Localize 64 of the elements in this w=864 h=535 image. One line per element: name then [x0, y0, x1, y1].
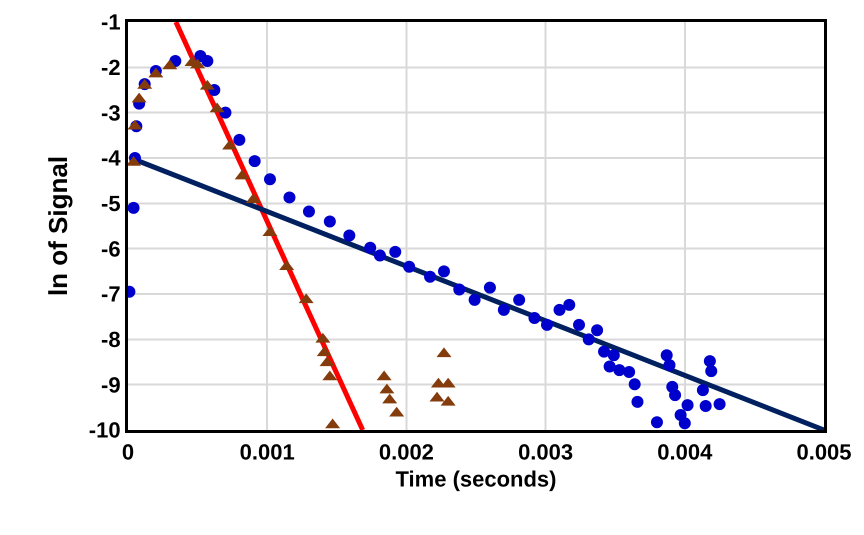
- point: [663, 359, 676, 372]
- point: [498, 304, 510, 316]
- point: [248, 155, 261, 168]
- x-tick-label: 0.003: [518, 439, 574, 464]
- point: [563, 298, 576, 311]
- y-tick-label: -5: [101, 191, 121, 216]
- point: [554, 304, 566, 316]
- point: [468, 294, 481, 306]
- point: [696, 384, 709, 396]
- point: [628, 378, 641, 390]
- point: [528, 312, 540, 324]
- point: [573, 318, 586, 331]
- point: [389, 246, 402, 258]
- y-tick-label: -9: [101, 372, 121, 398]
- point: [302, 205, 315, 218]
- point: [128, 202, 140, 214]
- point: [453, 283, 466, 296]
- point: [704, 355, 716, 368]
- x-tick-label: 0: [122, 439, 134, 464]
- point: [700, 400, 712, 412]
- y-tick-label: -1: [101, 10, 121, 35]
- point: [623, 366, 636, 378]
- point: [591, 324, 604, 336]
- point: [374, 249, 386, 262]
- point: [705, 365, 718, 378]
- point: [682, 399, 694, 412]
- point: [540, 318, 553, 331]
- point: [598, 346, 610, 358]
- x-tick-label: 0.005: [796, 439, 852, 464]
- x-axis-title: Time (seconds): [396, 466, 556, 492]
- point: [582, 333, 595, 346]
- point: [484, 282, 496, 294]
- y-axis-title: ln of Signal: [43, 156, 74, 296]
- point: [669, 389, 682, 402]
- y-tick-label: -8: [101, 327, 121, 352]
- x-tick-label: 0.001: [240, 439, 295, 464]
- point: [364, 242, 376, 254]
- point: [604, 360, 616, 373]
- point: [660, 349, 673, 362]
- x-tick-label: 0.004: [657, 439, 714, 464]
- point: [438, 265, 450, 278]
- point: [233, 134, 246, 146]
- y-tick-label: -7: [101, 282, 121, 307]
- y-tick-label: -4: [101, 146, 122, 171]
- point: [424, 270, 436, 283]
- y-tick-label: -10: [88, 418, 121, 443]
- x-tick-label: 0.002: [378, 439, 434, 464]
- point: [201, 54, 214, 67]
- point: [264, 173, 276, 186]
- point: [714, 398, 726, 410]
- point: [403, 260, 416, 273]
- point: [513, 294, 526, 306]
- point: [128, 120, 142, 130]
- point: [613, 364, 626, 376]
- point: [343, 230, 356, 242]
- point: [283, 191, 296, 204]
- y-tick-label: -2: [101, 55, 121, 80]
- y-tick-label: -3: [101, 100, 121, 126]
- y-tick-label: -6: [101, 236, 121, 262]
- point: [678, 417, 691, 430]
- point: [650, 416, 663, 428]
- point: [324, 215, 336, 228]
- point: [631, 396, 644, 408]
- point: [608, 349, 620, 362]
